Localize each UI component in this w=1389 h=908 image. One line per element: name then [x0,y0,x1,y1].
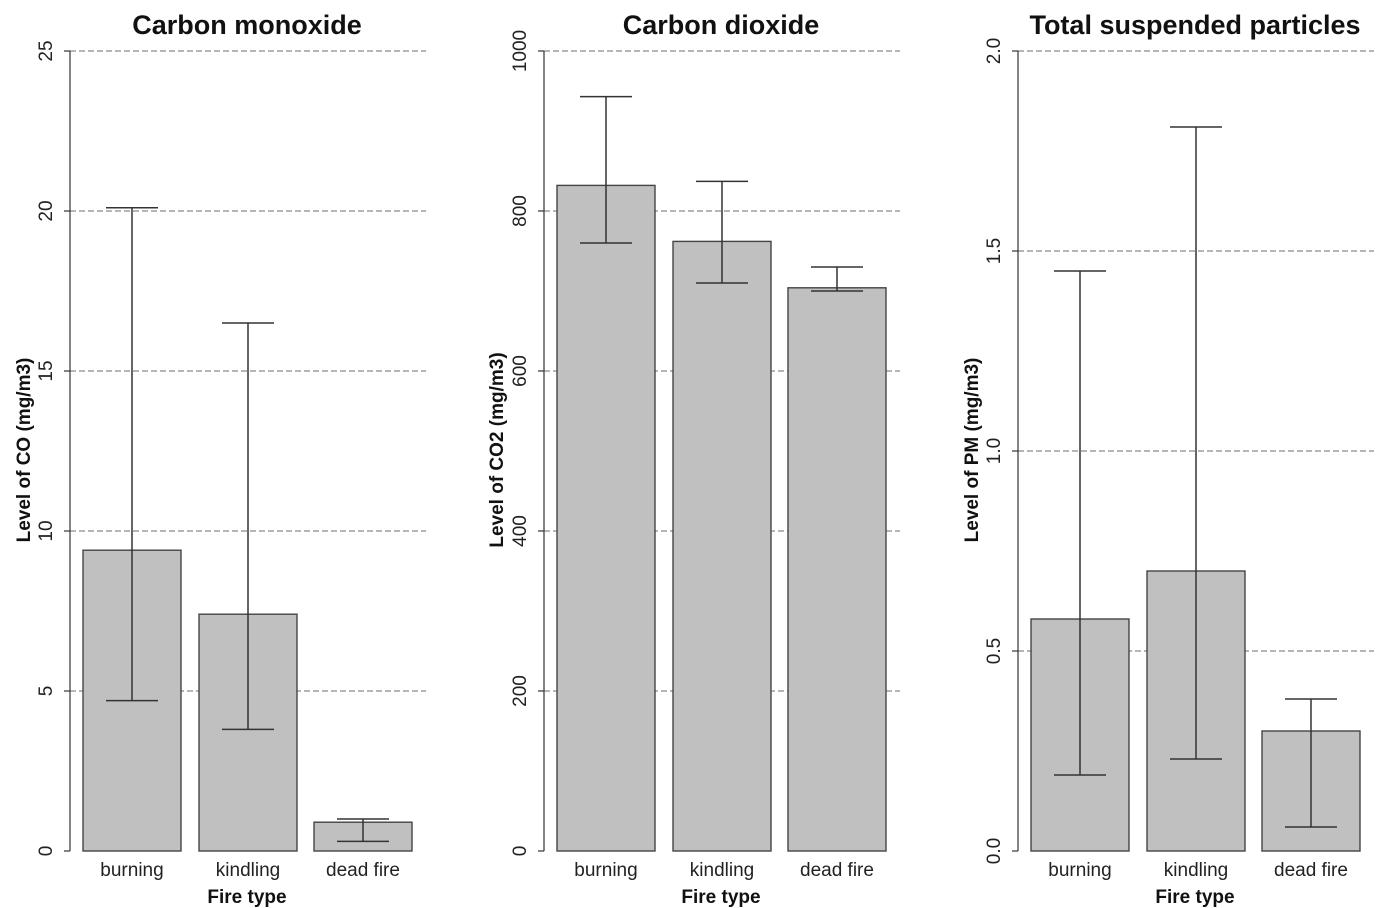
y-tick-label: 0 [510,846,531,857]
panel-title: Carbon dioxide [623,10,820,40]
panel-carbon-dioxide: Carbon dioxide 0 200 400 600 800 1000 burning… [487,10,900,908]
x-tick-label: kindling [1164,860,1228,881]
x-tick-label: dead fire [326,860,400,881]
y-tick-label: 600 [510,355,531,387]
y-tick-label: 800 [510,195,531,227]
bar [556,184,656,852]
error-bars [580,95,863,292]
x-axis-label: Fire type [207,887,286,908]
error-bars [1054,126,1337,828]
y-axis-label: Level of PM (mg/m3) [962,358,983,543]
y-tick-label: 200 [510,675,531,707]
x-tick-label: burning [574,860,637,881]
bars [556,184,887,852]
y-axis-label: Level of CO (mg/m3) [14,358,35,543]
y-tick-label: 10 [36,520,57,541]
bar [787,287,887,852]
error-bars [106,207,389,843]
x-tick-label: dead fire [1274,860,1348,881]
bar [672,240,772,852]
y-tick-label: 5 [36,686,57,697]
x-tick-label: burning [1048,860,1111,881]
x-tick-labels: burning kindling dead fire [1048,860,1348,881]
x-tick-label: dead fire [800,860,874,881]
y-tick-label: 2.0 [984,38,1005,64]
x-tick-label: kindling [690,860,754,881]
y-tick-label: 15 [36,360,57,381]
y-tick-label: 1.5 [984,238,1005,264]
y-axis-label: Level of CO2 (mg/m3) [487,352,508,547]
x-tick-label: kindling [216,860,280,881]
y-tick-label: 400 [510,515,531,547]
x-tick-labels: burning kindling dead fire [100,860,400,881]
y-ticks: 0.0 0.5 1.0 1.5 2.0 [984,38,1018,864]
panel-title: Total suspended particles [1029,10,1360,40]
x-tick-labels: burning kindling dead fire [574,860,874,881]
y-ticks: 0 5 10 15 20 25 [36,40,70,856]
y-ticks: 0 200 400 600 800 1000 [510,30,544,856]
y-tick-label: 0.5 [984,638,1005,664]
x-axis-label: Fire type [1155,887,1234,908]
panel-title: Carbon monoxide [132,10,362,40]
y-tick-label: 25 [36,40,57,61]
y-tick-label: 0 [36,846,57,857]
y-tick-label: 1.0 [984,438,1005,464]
x-tick-label: burning [100,860,163,881]
y-tick-label: 0.0 [984,838,1005,864]
y-tick-label: 20 [36,200,57,221]
panel-total-suspended-particles: Total suspended particles 0.0 0.5 1.0 1.5 2.… [962,10,1374,908]
panel-carbon-monoxide: Carbon monoxide 0 5 10 15 20 25 burning kindli… [14,10,426,908]
y-tick-label: 1000 [510,30,531,72]
x-axis-label: Fire type [681,887,760,908]
